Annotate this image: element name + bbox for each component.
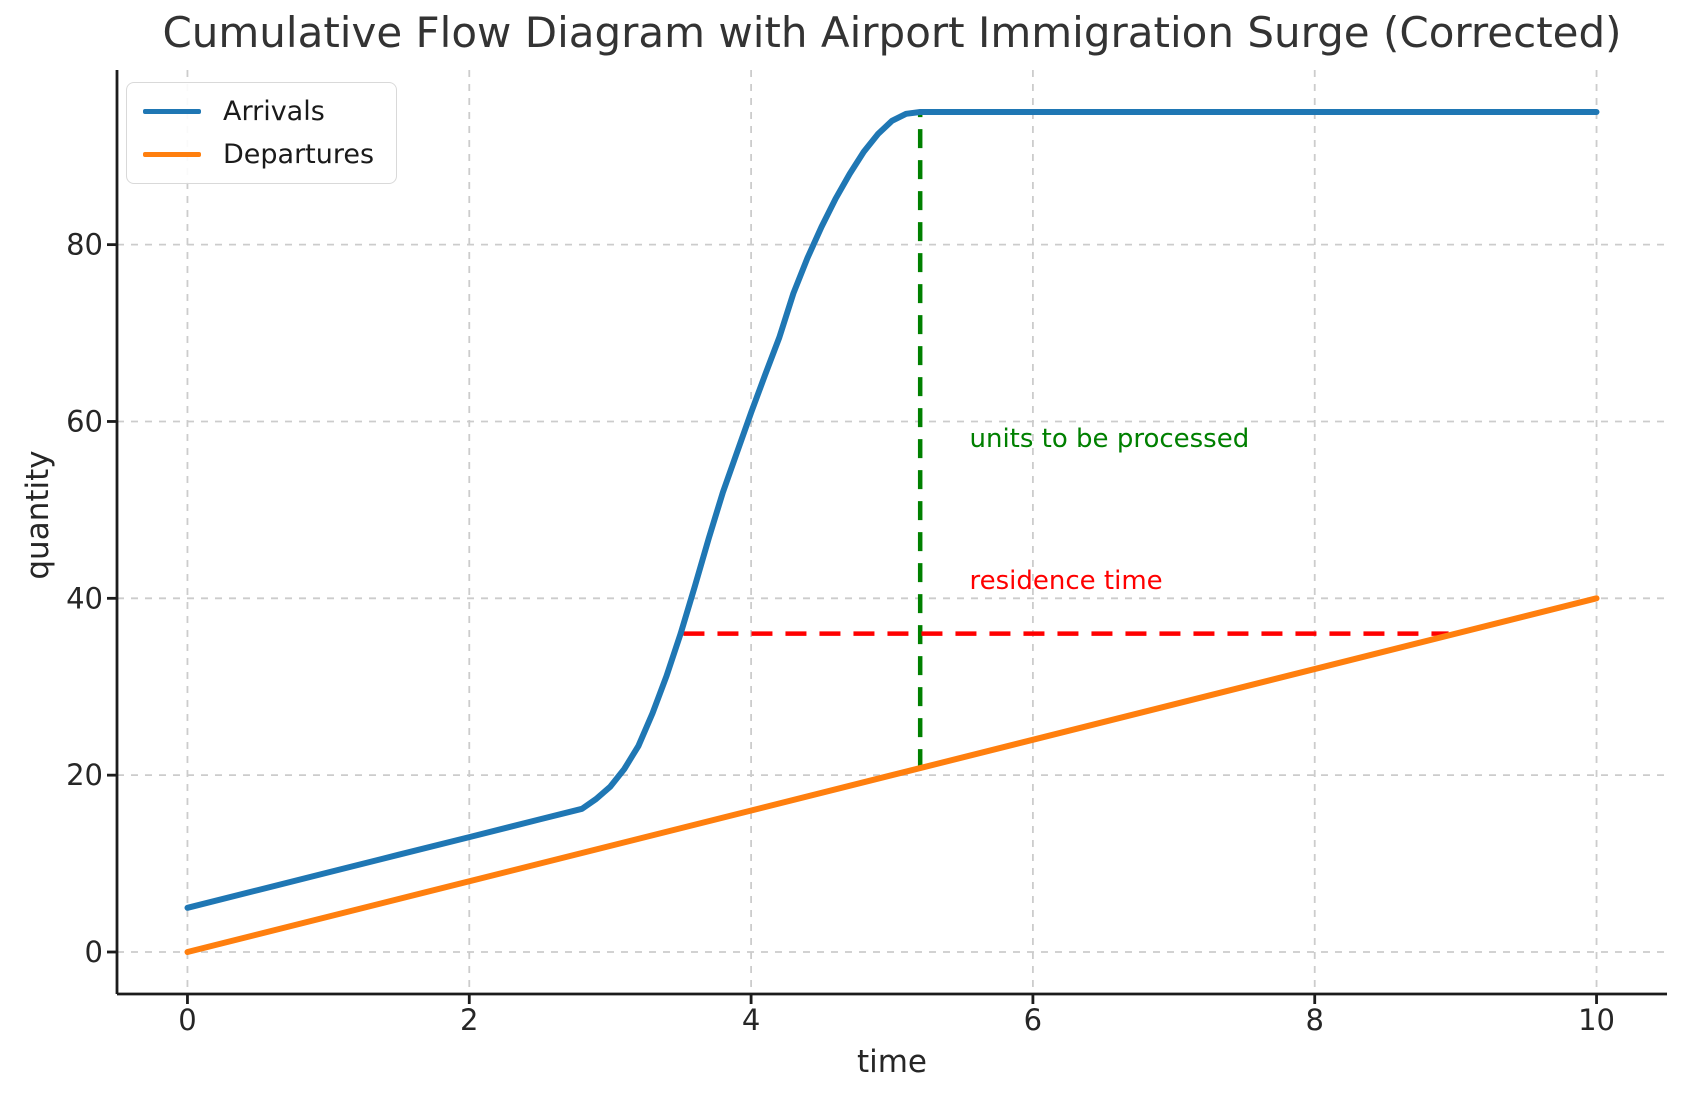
y-tick-label: 20 [66, 758, 103, 792]
y-tick-label: 40 [66, 581, 103, 615]
x-tick-label: 0 [178, 1003, 196, 1037]
residence-time-annotation: residence time [969, 565, 1163, 596]
x-tick-label: 2 [460, 1003, 478, 1037]
legend: Arrivals Departures [126, 82, 398, 184]
legend-label-departures: Departures [223, 139, 375, 170]
legend-item-arrivals: Arrivals [143, 96, 374, 127]
departures-line-swatch [143, 152, 201, 157]
legend-item-departures: Departures [143, 139, 374, 170]
departures-line [184, 595, 1600, 955]
arrivals-line-swatch [143, 109, 201, 114]
x-axis-label: time [856, 1044, 928, 1080]
x-tick-label: 4 [742, 1003, 760, 1037]
x-tick-label: 8 [1306, 1003, 1324, 1037]
arrivals-line [184, 109, 1600, 911]
chart-title: Cumulative Flow Diagram with Airport Imm… [162, 8, 1622, 57]
x-tick-label: 6 [1024, 1003, 1042, 1037]
x-tick-label: 10 [1578, 1003, 1615, 1037]
y-tick-label: 0 [85, 935, 103, 969]
y-tick-label: 60 [66, 404, 103, 438]
units-to-be-processed-annotation: units to be processed [969, 424, 1250, 455]
y-axis-label: quantity [20, 450, 56, 580]
legend-label-arrivals: Arrivals [223, 96, 325, 127]
y-tick-label: 80 [66, 228, 103, 262]
